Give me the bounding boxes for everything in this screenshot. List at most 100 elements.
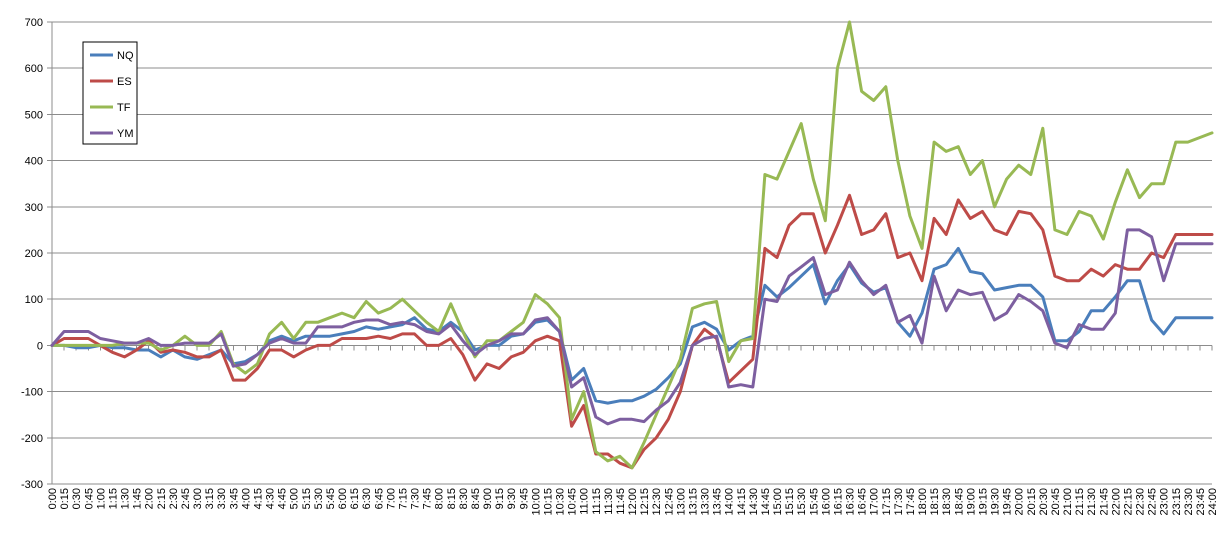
x-tick-label: 22:15 (1122, 488, 1134, 516)
y-axis-tick-labels: -300 -200 -100 0 100 200 300 400 500 600 700 (21, 17, 43, 491)
x-tick-label: 14:00 (724, 488, 736, 516)
legend-label-tf: TF (117, 102, 131, 114)
x-tick-label: 11:15 (591, 488, 603, 515)
x-tick-label: 12:45 (663, 488, 675, 516)
x-tick-label: 15:00 (772, 488, 784, 516)
x-tick-label: 24:00 (1207, 488, 1219, 516)
x-tick-label: 17:15 (881, 488, 893, 516)
series-line-es (50, 193, 1214, 470)
x-tick-label: 13:15 (687, 488, 699, 516)
x-tick-label: 0:30 (71, 488, 83, 509)
x-tick-label: 20:30 (1038, 488, 1050, 516)
x-tick-label: 3:30 (216, 488, 228, 509)
x-tick-label: 23:45 (1195, 488, 1207, 516)
x-tick-label: 15:15 (784, 488, 796, 516)
x-tick-label: 10:00 (530, 488, 542, 516)
x-tick-label: 23:30 (1183, 488, 1195, 516)
x-tick-label: 7:45 (422, 488, 434, 509)
x-tick-label: 19:45 (1002, 488, 1014, 516)
x-axis-tick-labels: 0:00 0:15 0:30 0:45 1:00 1:15 1:30 1:45 2:00 2:15… (47, 488, 1219, 516)
y-tick-label: 200 (25, 248, 43, 260)
y-tick-label: 400 (25, 156, 43, 168)
x-tick-label: 0:00 (47, 488, 59, 509)
x-tick-label: 5:15 (301, 488, 313, 509)
series-lines (50, 20, 1214, 470)
x-tick-label: 16:15 (832, 488, 844, 516)
x-tick-label: 13:00 (675, 488, 687, 516)
y-tick-label: -300 (21, 479, 43, 491)
x-tick-label: 12:30 (651, 488, 663, 516)
legend-box (82, 41, 138, 145)
x-tick-label: 4:30 (265, 488, 277, 509)
x-tick-label: 3:15 (204, 488, 216, 509)
legend: NQ ES TF YM (82, 41, 138, 145)
x-tick-label: 10:15 (542, 488, 554, 516)
x-tick-label: 2:15 (156, 488, 168, 509)
x-tick-label: 18:00 (917, 488, 929, 516)
x-tick-label: 6:30 (361, 488, 373, 509)
x-tick-label: 17:45 (905, 488, 917, 516)
x-tick-label: 13:45 (712, 488, 724, 516)
x-tick-label: 4:15 (252, 488, 264, 509)
x-tick-label: 2:30 (168, 488, 180, 509)
x-tick-label: 11:00 (579, 488, 591, 515)
x-tick-label: 15:30 (796, 488, 808, 516)
x-tick-label: 3:00 (192, 488, 204, 509)
x-tick-label: 11:45 (615, 488, 627, 515)
x-tick-label: 16:00 (820, 488, 832, 516)
x-tick-label: 16:45 (857, 488, 869, 516)
y-tick-label: -200 (21, 433, 43, 445)
x-tick-label: 8:15 (446, 488, 458, 509)
x-tick-label: 3:45 (228, 488, 240, 509)
x-tick-label: 9:30 (506, 488, 518, 509)
x-tick-label: 23:15 (1171, 488, 1183, 516)
x-tick-label: 14:30 (748, 488, 760, 516)
y-tick-label: 100 (25, 294, 43, 306)
x-tick-label: 11:30 (603, 488, 615, 515)
x-tick-label: 8:45 (470, 488, 482, 509)
gridlines (47, 21, 1212, 485)
x-tick-label: 8:00 (434, 488, 446, 509)
y-tick-label: -100 (21, 387, 43, 399)
x-tick-label: 9:45 (518, 488, 530, 509)
x-tick-label: 7:30 (410, 488, 422, 509)
x-tick-label: 22:00 (1110, 488, 1122, 516)
y-tick-label: 700 (25, 17, 43, 29)
x-tick-label: 21:15 (1074, 488, 1086, 516)
x-tick-label: 5:00 (289, 488, 301, 509)
y-tick-label: 300 (25, 202, 43, 214)
x-tick-label: 6:00 (337, 488, 349, 509)
x-tick-label: 10:30 (555, 488, 567, 516)
legend-label-es: ES (117, 76, 132, 88)
x-tick-label: 22:45 (1147, 488, 1159, 516)
x-tick-label: 12:00 (627, 488, 639, 516)
x-tick-label: 21:45 (1098, 488, 1110, 516)
x-tick-label: 7:15 (397, 488, 409, 509)
legend-label-ym: YM (117, 128, 134, 140)
x-tick-label: 19:00 (965, 488, 977, 516)
x-tick-label: 6:15 (349, 488, 361, 509)
x-tick-label: 2:00 (144, 488, 156, 509)
x-tick-label: 18:30 (941, 488, 953, 516)
x-tick-label: 5:45 (325, 488, 337, 509)
x-tick-label: 18:15 (929, 488, 941, 516)
y-tick-label: 600 (25, 63, 43, 75)
x-tick-label: 7:00 (385, 488, 397, 509)
series-line-ym (50, 228, 1214, 426)
x-tick-label: 1:15 (107, 488, 119, 509)
x-tick-label: 19:30 (990, 488, 1002, 516)
x-tick-label: 14:45 (760, 488, 772, 516)
x-tick-label: 23:00 (1159, 488, 1171, 516)
x-tick-label: 5:30 (313, 488, 325, 509)
x-tick-label: 6:45 (373, 488, 385, 509)
x-tick-label: 1:30 (120, 488, 132, 509)
x-tick-label: 4:00 (240, 488, 252, 509)
x-tick-label: 10:45 (567, 488, 579, 516)
y-tick-label: 0 (37, 340, 43, 352)
x-tick-label: 9:15 (494, 488, 506, 509)
x-tick-label: 1:45 (132, 488, 144, 509)
x-tick-label: 20:00 (1014, 488, 1026, 516)
x-tick-label: 8:30 (458, 488, 470, 509)
x-tick-label: 17:30 (893, 488, 905, 516)
